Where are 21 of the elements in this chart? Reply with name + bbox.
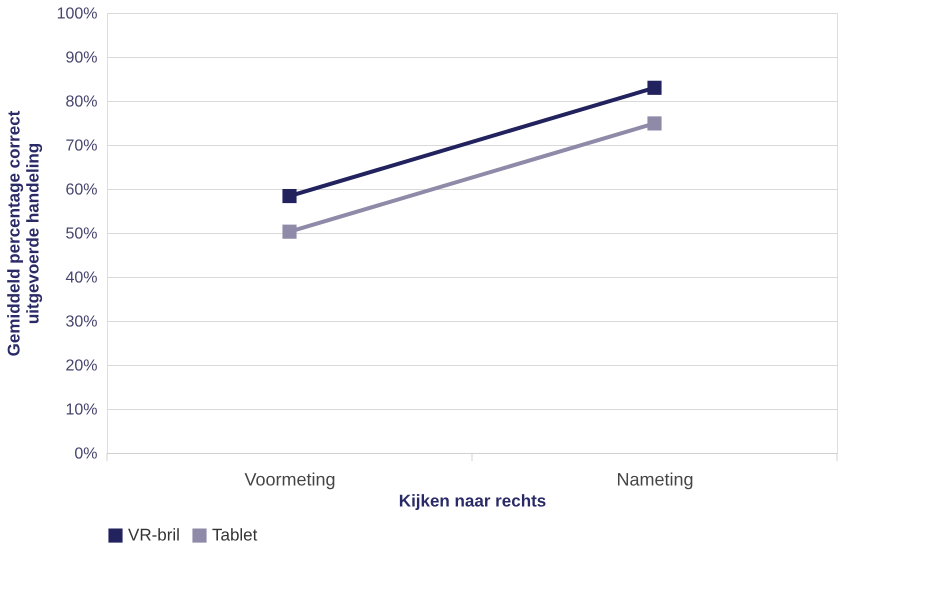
y-tick-label: 100% (56, 6, 98, 22)
y-tick-label: 10% (65, 402, 98, 418)
x-tick-label: Nameting (616, 470, 694, 490)
point (282, 188, 297, 204)
y-tick-label: 70% (65, 138, 98, 154)
legend-label: Tablet (212, 526, 258, 545)
point (647, 80, 662, 95)
y-tick-label: 0% (74, 446, 98, 462)
y-tick-label: 20% (65, 358, 98, 374)
y-tick-label: 80% (65, 94, 98, 110)
y-axis-title: Gemiddeld percentage correct uitgevoerde handeling (4, 110, 43, 356)
y-tick-label: 40% (65, 270, 98, 286)
legend-label: VR-bril (128, 526, 180, 545)
point (647, 116, 662, 131)
point (282, 224, 297, 239)
x-axis-title: Kijken naar rechts (398, 492, 546, 510)
y-tick-label: 90% (65, 50, 98, 66)
x-tick-label: Voormeting (244, 470, 336, 490)
y-tick-label: 50% (65, 226, 98, 242)
y-tick-label: 60% (65, 182, 98, 198)
y-tick-label: 30% (65, 314, 98, 330)
